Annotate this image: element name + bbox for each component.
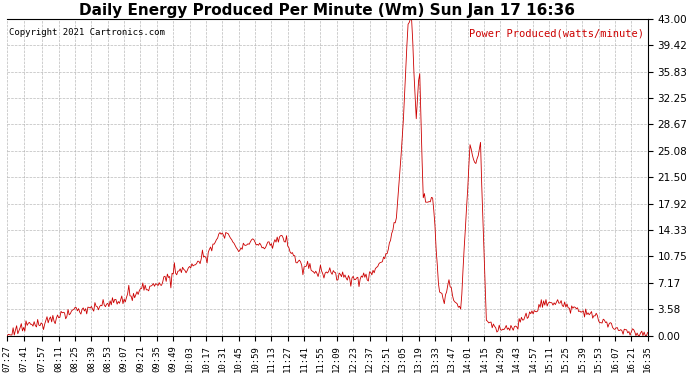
- Text: Copyright 2021 Cartronics.com: Copyright 2021 Cartronics.com: [8, 28, 164, 38]
- Text: Power Produced(watts/minute): Power Produced(watts/minute): [469, 28, 644, 39]
- Title: Daily Energy Produced Per Minute (Wm) Sun Jan 17 16:36: Daily Energy Produced Per Minute (Wm) Su…: [79, 3, 575, 18]
